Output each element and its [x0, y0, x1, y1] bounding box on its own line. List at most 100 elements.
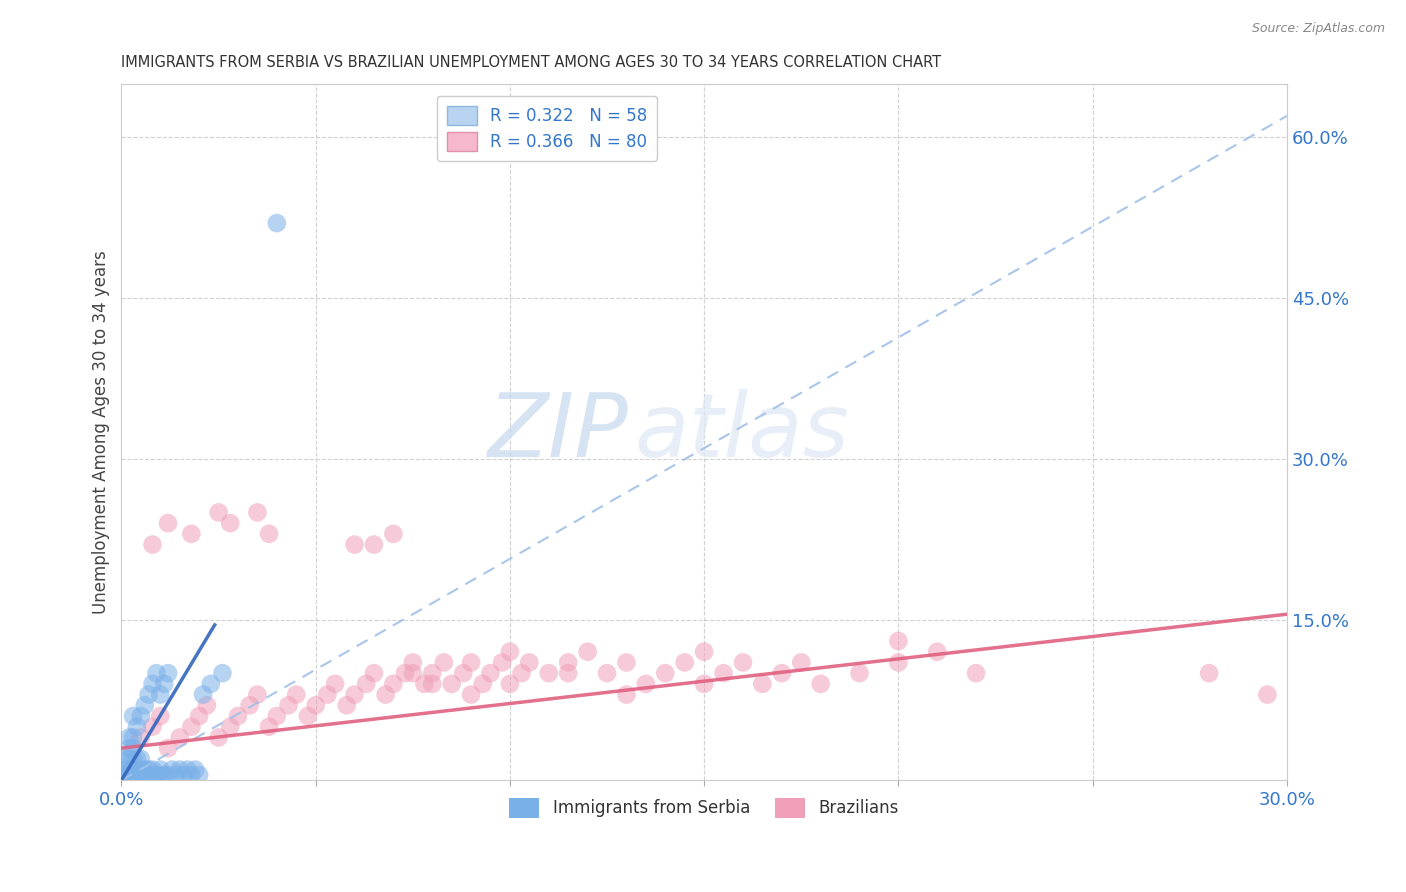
Point [693, 645, 716, 659]
Point [141, 720, 163, 734]
Point [343, 537, 366, 551]
Legend: Immigrants from Serbia, Brazilians: Immigrants from Serbia, Brazilians [503, 791, 905, 824]
Point [413, 677, 436, 691]
Point [323, 677, 346, 691]
Point [157, 666, 180, 681]
Point [810, 677, 832, 691]
Point [141, 677, 163, 691]
Text: Source: ZipAtlas.com: Source: ZipAtlas.com [1251, 22, 1385, 36]
Point [141, 768, 163, 782]
Point [173, 768, 195, 782]
Point [510, 666, 533, 681]
Text: ZIP: ZIP [488, 389, 628, 475]
Point [122, 768, 145, 782]
Point [122, 763, 145, 777]
Point [122, 773, 145, 788]
Point [211, 666, 233, 681]
Point [596, 666, 619, 681]
Point [219, 516, 242, 530]
Point [363, 666, 385, 681]
Point [770, 666, 793, 681]
Point [188, 709, 211, 723]
Point [887, 634, 910, 648]
Point [114, 768, 136, 782]
Point [153, 677, 176, 691]
Point [165, 768, 187, 782]
Point [394, 666, 416, 681]
Point [134, 698, 156, 713]
Point [491, 656, 513, 670]
Point [180, 768, 202, 782]
Point [927, 645, 949, 659]
Point [122, 731, 145, 745]
Point [195, 698, 218, 713]
Text: atlas: atlas [634, 389, 849, 475]
Point [634, 677, 657, 691]
Point [125, 752, 148, 766]
Point [616, 688, 638, 702]
Point [440, 677, 463, 691]
Point [160, 763, 183, 777]
Point [188, 768, 211, 782]
Point [145, 666, 167, 681]
Point [157, 768, 180, 782]
Point [207, 731, 229, 745]
Point [125, 720, 148, 734]
Point [790, 656, 813, 670]
Point [118, 763, 141, 777]
Point [149, 709, 172, 723]
Point [122, 741, 145, 756]
Point [693, 677, 716, 691]
Point [129, 768, 152, 782]
Point [654, 666, 676, 681]
Point [122, 709, 145, 723]
Point [157, 741, 180, 756]
Point [305, 698, 328, 713]
Point [731, 656, 754, 670]
Point [129, 752, 152, 766]
Point [129, 709, 152, 723]
Point [125, 773, 148, 788]
Point [336, 698, 359, 713]
Point [169, 731, 191, 745]
Point [246, 505, 269, 519]
Point [180, 526, 202, 541]
Point [499, 677, 522, 691]
Point [191, 688, 214, 702]
Point [343, 688, 366, 702]
Point [157, 516, 180, 530]
Point [460, 656, 482, 670]
Point [557, 666, 579, 681]
Point [402, 666, 425, 681]
Point [1198, 666, 1220, 681]
Point [125, 768, 148, 782]
Text: IMMIGRANTS FROM SERBIA VS BRAZILIAN UNEMPLOYMENT AMONG AGES 30 TO 34 YEARS CORRE: IMMIGRANTS FROM SERBIA VS BRAZILIAN UNEM… [121, 55, 942, 70]
Point [138, 763, 160, 777]
Point [713, 666, 735, 681]
Y-axis label: Unemployment Among Ages 30 to 34 years: Unemployment Among Ages 30 to 34 years [93, 250, 110, 614]
Point [266, 216, 288, 230]
Point [180, 720, 202, 734]
Point [433, 656, 456, 670]
Point [118, 768, 141, 782]
Point [751, 677, 773, 691]
Point [138, 688, 160, 702]
Point [277, 698, 299, 713]
Point [125, 763, 148, 777]
Point [153, 768, 176, 782]
Point [887, 656, 910, 670]
Point [207, 505, 229, 519]
Point [118, 752, 141, 766]
Point [200, 677, 222, 691]
Point [402, 656, 425, 670]
Point [537, 666, 560, 681]
Point [149, 688, 172, 702]
Point [226, 709, 249, 723]
Point [118, 773, 141, 788]
Point [285, 688, 308, 702]
Point [118, 768, 141, 782]
Point [257, 720, 280, 734]
Point [122, 752, 145, 766]
Point [460, 688, 482, 702]
Point [184, 763, 207, 777]
